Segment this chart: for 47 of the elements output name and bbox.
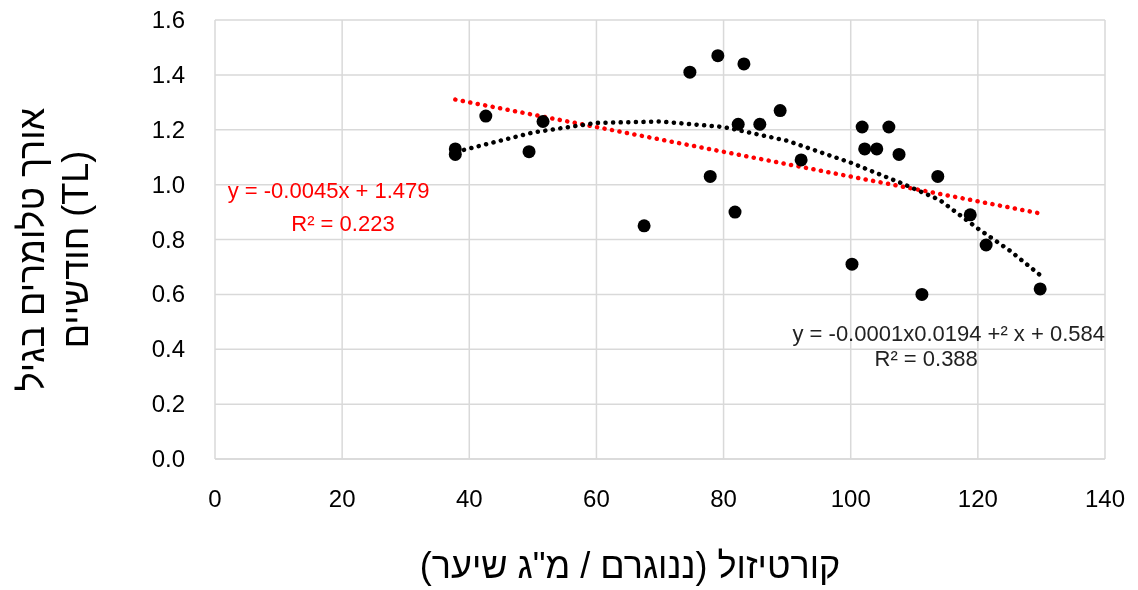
point <box>870 142 884 156</box>
point <box>711 49 725 63</box>
point <box>931 169 945 183</box>
point <box>479 109 493 123</box>
point <box>536 115 550 129</box>
x-tick-label: 100 <box>830 485 871 512</box>
y-tick-label: 1.2 <box>151 115 185 143</box>
y-tick-label: 0.8 <box>151 225 185 253</box>
x-tick-label: 60 <box>583 485 610 512</box>
point <box>703 169 717 183</box>
x-tick-label: 80 <box>710 485 737 512</box>
point <box>1033 282 1047 296</box>
annotation: y = -0.0045x + 1.479 <box>227 178 430 204</box>
point <box>979 238 993 252</box>
point <box>915 287 929 301</box>
annotation: R² = 0.223 <box>291 211 395 237</box>
point <box>794 153 808 167</box>
point <box>683 65 697 79</box>
annotation: y = -0.0001x0.0194 +² x + 0.584 <box>792 321 1105 347</box>
point <box>753 117 767 131</box>
point <box>963 208 977 222</box>
y-tick-label: 0.0 <box>151 445 185 472</box>
point <box>637 219 651 233</box>
point <box>522 145 536 159</box>
x-axis-title: קורטיזול (ננוגרם / מ"ג שיער) <box>419 545 841 586</box>
point <box>845 257 859 271</box>
x-tick-label: 120 <box>957 485 998 512</box>
point <box>882 120 896 134</box>
x-tick-label: 140 <box>1084 485 1126 512</box>
point <box>728 205 742 219</box>
point <box>731 117 745 131</box>
x-tick-label: 40 <box>455 485 483 512</box>
y-tick-label: 1.4 <box>151 60 185 88</box>
annotation: R² = 0.388 <box>874 345 978 371</box>
point <box>858 142 872 156</box>
y-tick-label: 1.0 <box>151 170 185 198</box>
y-axis-title: אורך טלומרים בגיל חודשיים (TL) <box>11 107 96 392</box>
y-tick-label: 0.6 <box>151 280 185 308</box>
x-tick-label: 0 <box>208 485 222 512</box>
point <box>855 120 869 134</box>
point <box>892 147 906 161</box>
point <box>773 104 787 118</box>
point <box>737 57 751 71</box>
y-tick-label: 0.4 <box>151 335 185 363</box>
y-tick-label: 0.2 <box>151 390 185 418</box>
y-tick-label: 1.6 <box>151 6 185 33</box>
x-tick-label: 20 <box>328 485 356 512</box>
